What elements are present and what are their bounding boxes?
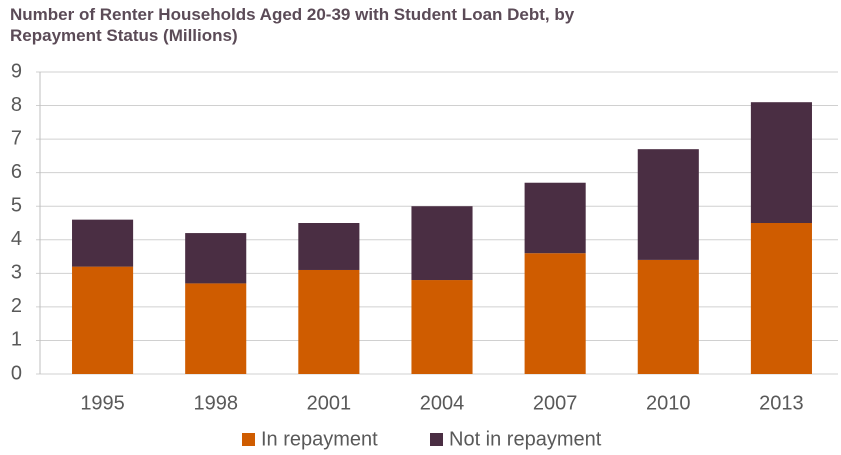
y-tick-label: 2 bbox=[11, 295, 22, 317]
bar-segment bbox=[411, 206, 473, 281]
x-tick-label: 2013 bbox=[759, 392, 804, 414]
x-tick-label: 1995 bbox=[80, 392, 125, 414]
bar-segment bbox=[72, 219, 134, 267]
bar-segment bbox=[637, 259, 699, 374]
y-tick-label: 8 bbox=[11, 94, 22, 116]
y-tick-label: 4 bbox=[11, 228, 22, 250]
y-tick-label: 3 bbox=[11, 262, 22, 284]
bar-segment bbox=[524, 253, 586, 374]
bar-segment bbox=[298, 269, 360, 374]
x-tick-label: 2004 bbox=[420, 392, 465, 414]
x-tick-label: 2007 bbox=[533, 392, 578, 414]
legend-swatch bbox=[242, 433, 255, 446]
x-tick-label: 1998 bbox=[193, 392, 238, 414]
y-tick-label: 7 bbox=[11, 127, 22, 149]
y-tick-label: 6 bbox=[11, 161, 22, 183]
y-tick-label: 0 bbox=[11, 362, 22, 384]
bar-segment bbox=[411, 280, 473, 374]
bar-segment bbox=[637, 149, 699, 260]
y-tick-label: 1 bbox=[11, 329, 22, 351]
y-tick-label: 5 bbox=[11, 195, 22, 217]
bar-segment bbox=[298, 223, 360, 270]
legend-label: In repayment bbox=[261, 428, 378, 450]
bar-segment bbox=[750, 223, 812, 374]
x-tick-label: 2001 bbox=[307, 392, 352, 414]
chart-title: Number of Renter Households Aged 20-39 w… bbox=[10, 5, 575, 45]
bar-segment bbox=[72, 266, 134, 374]
y-tick-label: 9 bbox=[11, 60, 22, 82]
bar-segment bbox=[750, 102, 812, 223]
legend-swatch bbox=[430, 433, 443, 446]
bar-segment bbox=[185, 283, 247, 374]
bar-segment bbox=[524, 182, 586, 254]
x-tick-label: 2010 bbox=[646, 392, 691, 414]
legend-label: Not in repayment bbox=[449, 428, 602, 450]
bar-segment bbox=[185, 233, 247, 284]
